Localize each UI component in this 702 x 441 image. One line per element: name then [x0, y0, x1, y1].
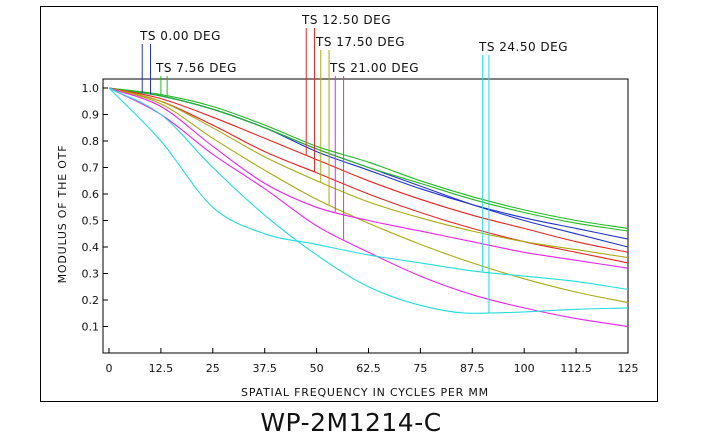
x-tick-label-9: 112.5 — [560, 362, 592, 375]
y-tick-label-0: 0.1 — [82, 321, 100, 334]
field-label-layer: TS 0.00 DEG TS 7.56 DEG TS 12.50 DEG TS 17.… — [139, 13, 568, 75]
y-axis-label: MODULUS OF THE OTF — [56, 145, 69, 284]
y-tick-label-5: 0.6 — [82, 188, 100, 201]
field-label-1: TS 7.56 DEG — [155, 61, 237, 75]
x-tick-label-6: 75 — [413, 362, 427, 375]
field-label-4: TS 21.00 DEG — [329, 61, 419, 75]
x-tick-label-7: 87.5 — [460, 362, 485, 375]
series-line-9 — [108, 87, 629, 328]
x-tick-label-10: 125 — [618, 362, 639, 375]
field-label-5: TS 24.50 DEG — [478, 40, 568, 54]
field-marker-layer — [141, 28, 490, 313]
y-tick-label-8: 0.9 — [82, 109, 100, 122]
series-line-4 — [108, 87, 629, 253]
y-tick-label-7: 0.8 — [82, 135, 100, 148]
x-tick-label-5: 62.5 — [356, 362, 381, 375]
x-tick-label-1: 12.5 — [149, 362, 174, 375]
series-layer — [108, 87, 629, 328]
series-line-5 — [108, 87, 629, 264]
series-line-11 — [108, 87, 629, 314]
field-label-3: TS 17.50 DEG — [315, 35, 405, 49]
series-line-1 — [108, 87, 629, 240]
series-line-8 — [108, 87, 629, 269]
x-tick-label-3: 37.5 — [252, 362, 277, 375]
y-tick-label-4: 0.5 — [82, 215, 100, 228]
y-tick-label-3: 0.4 — [82, 241, 100, 254]
y-tick-label-9: 1.0 — [82, 82, 100, 95]
y-tick-label-1: 0.2 — [82, 294, 100, 307]
x-tick-label-0: 0 — [106, 362, 113, 375]
model-caption: WP-2M1214-C — [260, 408, 442, 437]
plot-area — [102, 78, 629, 354]
x-tick-label-2: 25 — [206, 362, 220, 375]
tick-layer: 0 12.5 25 37.5 50 62.5 75 87.5 100 112.5 125 0.1 0.2… — [82, 82, 639, 375]
series-line-3 — [108, 87, 629, 232]
x-tick-label-8: 100 — [514, 362, 535, 375]
y-tick-label-2: 0.3 — [82, 268, 100, 281]
series-line-10 — [108, 87, 629, 290]
field-label-2: TS 12.50 DEG — [301, 13, 391, 27]
figure-frame — [40, 6, 658, 402]
x-axis-label: SPATIAL FREQUENCY IN CYCLES PER MM — [241, 386, 489, 399]
x-tick-label-4: 50 — [310, 362, 324, 375]
y-tick-label-6: 0.7 — [82, 162, 100, 175]
series-line-7 — [108, 87, 629, 304]
field-label-0: TS 0.00 DEG — [139, 29, 221, 43]
series-line-2 — [108, 87, 629, 229]
series-line-6 — [108, 87, 629, 259]
